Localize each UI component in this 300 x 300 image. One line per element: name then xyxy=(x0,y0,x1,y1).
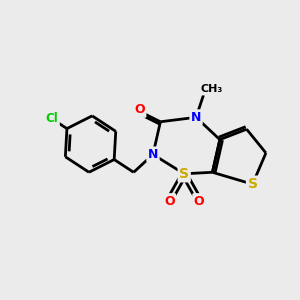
Text: O: O xyxy=(164,195,175,208)
Text: N: N xyxy=(148,148,158,161)
Text: S: S xyxy=(179,167,189,181)
Text: N: N xyxy=(191,111,201,124)
Text: Cl: Cl xyxy=(46,112,59,125)
Text: S: S xyxy=(248,177,257,191)
Text: CH₃: CH₃ xyxy=(201,84,223,94)
Text: O: O xyxy=(194,195,204,208)
Text: O: O xyxy=(134,103,145,116)
